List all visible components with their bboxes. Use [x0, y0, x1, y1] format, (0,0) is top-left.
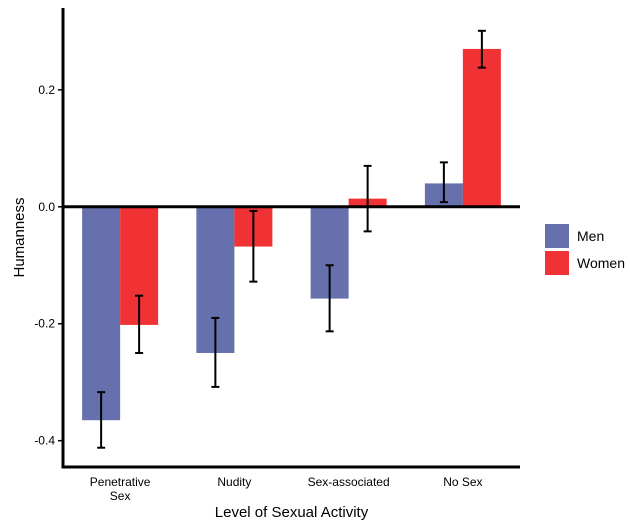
- x-tick-label-line: Sex: [110, 489, 131, 503]
- legend-swatch-men: [545, 224, 569, 248]
- error-bars-group: [97, 29, 486, 449]
- bars-group: [82, 48, 501, 421]
- legend-label-women: Women: [577, 255, 625, 271]
- x-tick-label-0: Penetrative Sex: [90, 475, 151, 503]
- x-tick-label-3: No Sex: [443, 475, 482, 489]
- bar-women-3: [462, 48, 501, 207]
- error-bar-men-3: [439, 161, 448, 204]
- error-bar-men-2: [325, 264, 334, 333]
- x-tick-label-2: Sex-associated: [308, 475, 390, 489]
- y-axis-title: Humanness: [11, 197, 28, 277]
- error-bar-women-1: [249, 209, 258, 283]
- error-bar-men-1: [211, 316, 220, 388]
- bar-men-0: [82, 206, 121, 421]
- x-tick-label-line: Sex-associated: [308, 475, 390, 489]
- y-tick-label-3: 0.2: [38, 83, 55, 97]
- y-tick-label-2: 0.0: [38, 200, 55, 214]
- x-tick-label-1: Nudity: [217, 475, 251, 489]
- x-axis-title: Level of Sexual Activity: [215, 504, 369, 521]
- x-tick-label-line: Penetrative: [90, 475, 151, 489]
- y-ticks-group: -0.4 -0.2 0.0 0.2: [34, 83, 63, 448]
- y-tick-label-0: -0.4: [34, 434, 55, 448]
- x-tick-label-line: Nudity: [217, 475, 251, 489]
- legend-label-men: Men: [577, 228, 604, 244]
- x-tick-label-line: No Sex: [443, 475, 482, 489]
- legend-swatch-women: [545, 251, 569, 275]
- error-bar-women-2: [363, 164, 372, 233]
- error-bar-men-0: [97, 391, 106, 449]
- y-tick-label-1: -0.2: [34, 317, 55, 331]
- legend: Men Women: [545, 224, 625, 275]
- x-ticks-group: Penetrative Sex Nudity Sex-associated No Sex: [90, 475, 483, 503]
- error-bar-women-3: [477, 29, 486, 69]
- error-bar-women-0: [135, 294, 144, 354]
